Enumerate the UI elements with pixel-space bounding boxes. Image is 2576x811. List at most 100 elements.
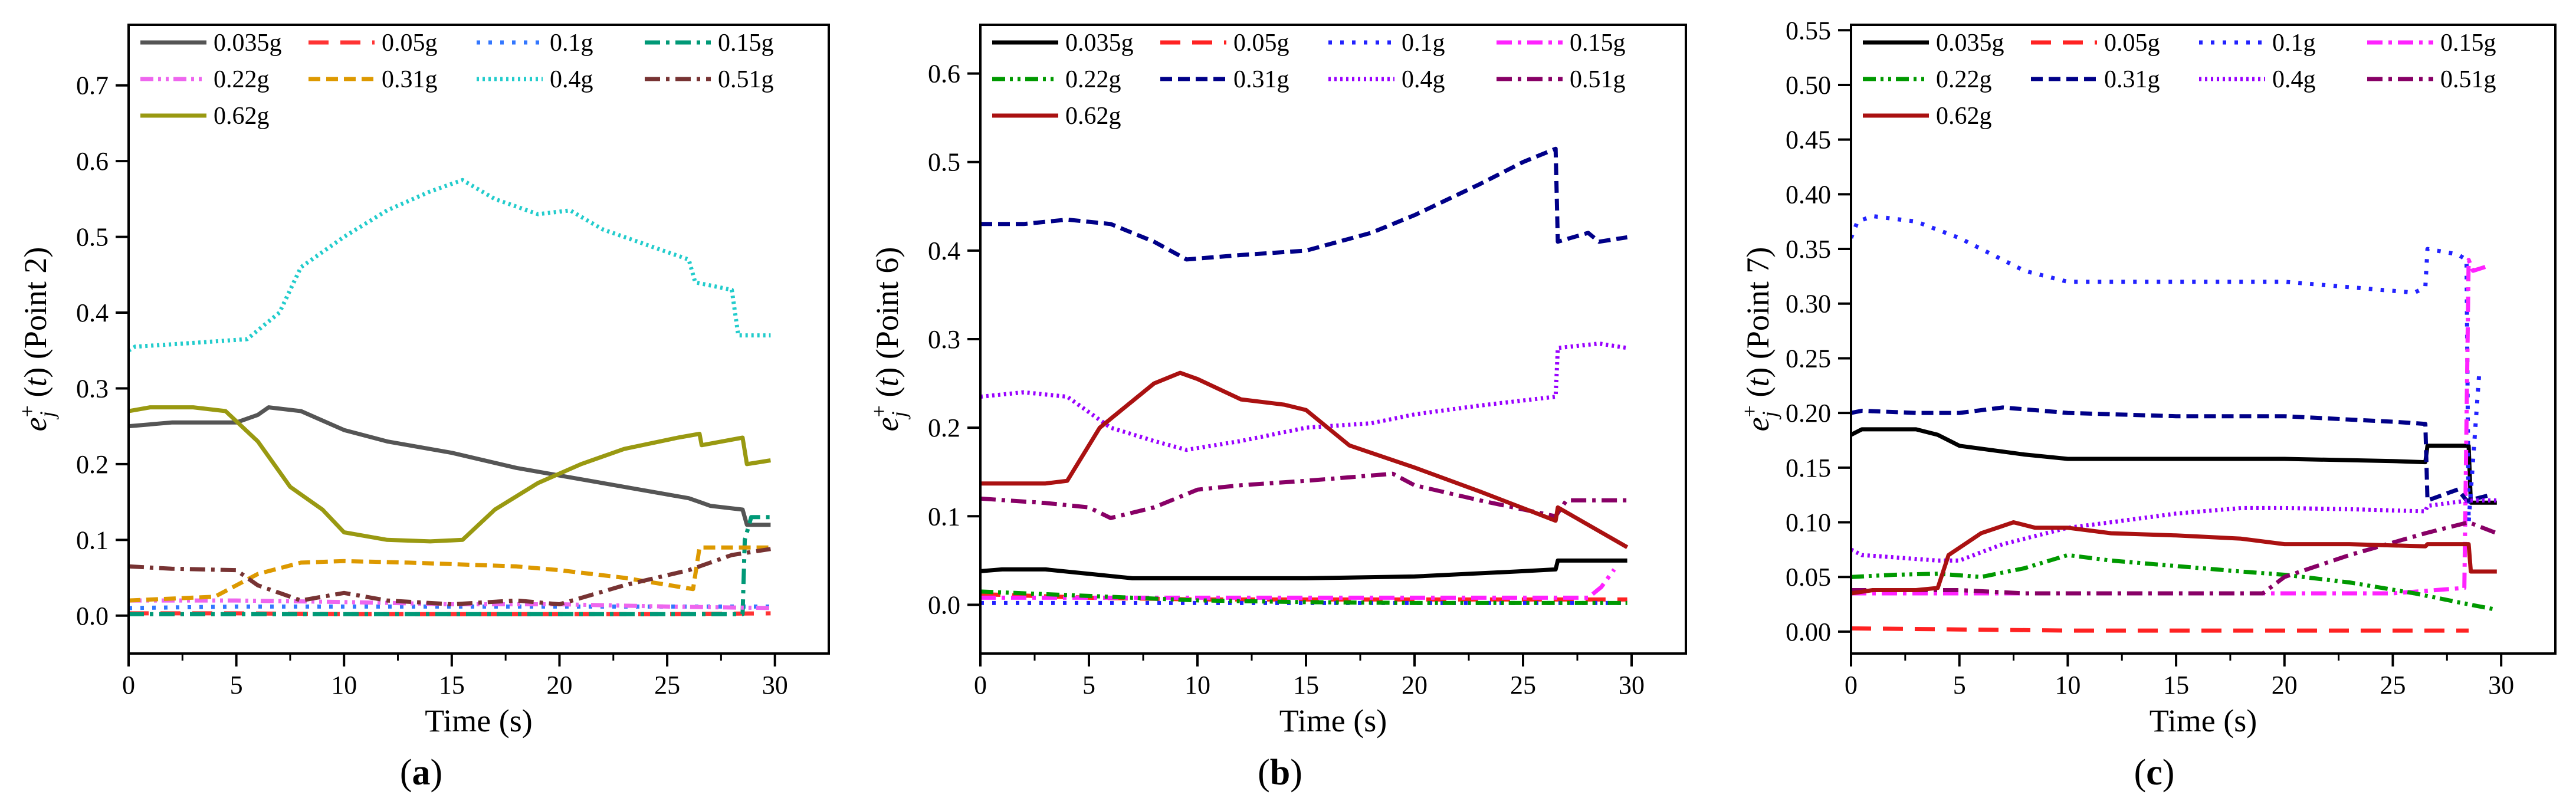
y-tick-label: 0.4	[928, 237, 960, 265]
series-line-0.51g	[1851, 520, 2498, 596]
y-tick-label: 0.2	[76, 450, 109, 479]
y-label-superscript: +	[1738, 405, 1761, 417]
panel-caption-letter: c	[2146, 753, 2162, 793]
y-label-superscript: +	[15, 405, 39, 417]
y-tick-label: 0.0	[928, 590, 960, 619]
legend-label: 0.22g	[1936, 66, 1992, 93]
legend-label: 0.62g	[1065, 103, 1121, 130]
y-tick-label: 0.5	[928, 148, 960, 177]
y-label-time: (	[869, 387, 905, 405]
y-tick-label: 0.3	[76, 374, 109, 403]
y-tick-label: 0.20	[1786, 399, 1831, 428]
legend-label: 0.05g	[1233, 29, 1289, 57]
panel-caption-letter: b	[1270, 753, 1290, 793]
legend-label: 0.15g	[1570, 29, 1626, 57]
panel-c: 0 5 10 15 20 25 30 0.00 0.05 0.10 0.15 0.20 0.25 0.30…	[1738, 16, 2557, 793]
y-label-superscript: +	[867, 405, 891, 417]
y-tick-label: 0.6	[928, 60, 960, 88]
series-line-0.62g	[129, 405, 771, 544]
panel-caption-open: (	[2134, 753, 2147, 793]
y-tick-label: 0.30	[1786, 290, 1831, 319]
y-label-symbol: e	[869, 417, 905, 431]
series-line-0.4g	[1851, 498, 2497, 563]
x-tick-label: 15	[439, 671, 465, 700]
y-tick-label: 0.40	[1786, 180, 1831, 209]
legend-label: 0.1g	[550, 29, 593, 57]
legend-label: 0.51g	[2440, 66, 2496, 93]
legend-label: 0.15g	[718, 29, 774, 57]
series-line-0.05g	[129, 611, 771, 616]
x-tick-label: 30	[1619, 671, 1645, 700]
legend-label: 0.4g	[2272, 66, 2316, 93]
panel-caption: (a)	[400, 753, 442, 793]
y-tick-label: 0.45	[1786, 126, 1831, 155]
series-line-0.51g	[129, 547, 771, 606]
series-line-0.15g	[129, 515, 771, 616]
y-tick-label: 0.4	[76, 298, 109, 327]
y-label-subscript: j	[1758, 411, 1781, 419]
y-label-symbol: e	[1740, 417, 1776, 431]
series-line-0.22g	[129, 598, 771, 610]
legend-label: 0.035g	[1065, 29, 1134, 57]
plot-frame	[1850, 24, 2557, 655]
series-line-0.035g	[1851, 427, 2497, 505]
x-axis-label: Time (s)	[2150, 703, 2257, 738]
legend-label: 0.31g	[382, 66, 438, 93]
x-tick-label: 5	[230, 671, 243, 700]
legend-label: 0.4g	[550, 66, 593, 93]
y-axis-label: ej+ (t) (Point 6)	[867, 247, 911, 432]
series-line-0.035g	[129, 405, 771, 527]
plot-frame	[127, 24, 830, 655]
series-line-0.035g	[980, 558, 1627, 580]
legend-label: 0.22g	[1065, 66, 1121, 93]
y-tick-label: 0.5	[76, 223, 109, 252]
y-tick-label: 0.1	[928, 502, 960, 531]
series-line-0.22g	[1851, 553, 2498, 612]
x-tick-label: 15	[2163, 671, 2189, 700]
panel-a: 0 5 10 15 20 25 30 0.0 0.1 0.2 0.3 0.4 0.5 0.6 0.7 Time…	[15, 24, 830, 793]
y-label-subscript: j	[887, 411, 911, 419]
x-tick-label: 0	[122, 671, 135, 700]
y-tick-label: 0.1	[76, 526, 109, 554]
series-line-0.31g	[980, 146, 1628, 262]
panel-caption-close: )	[1290, 753, 1302, 793]
y-label-t: t	[1740, 377, 1776, 387]
y-tick-label: 0.6	[76, 147, 109, 176]
series-line-0.62g	[980, 370, 1629, 549]
x-tick-label: 10	[2055, 671, 2081, 700]
x-axis-label: Time (s)	[425, 703, 533, 738]
panel-caption-close: )	[431, 753, 443, 793]
x-tick-label: 5	[1953, 671, 1966, 700]
y-label-subscript: j	[35, 411, 59, 419]
legend-label: 0.51g	[1570, 66, 1626, 93]
y-tick-label: 0.2	[928, 413, 960, 442]
x-tick-label: 20	[1402, 671, 1428, 700]
y-tick-label: 0.55	[1786, 16, 1831, 45]
legend-label: 0.1g	[1402, 29, 1445, 57]
panel-caption-open: (	[1258, 753, 1270, 793]
legend-label: 0.035g	[214, 29, 282, 57]
y-label-t: t	[18, 377, 53, 387]
x-tick-label: 15	[1293, 671, 1319, 700]
y-label-time: (	[18, 387, 53, 405]
panel-caption-open: (	[400, 753, 412, 793]
x-tick-label: 10	[331, 671, 357, 700]
legend-label: 0.31g	[2104, 66, 2160, 93]
legend-label: 0.1g	[2272, 29, 2316, 57]
legend-label: 0.62g	[1936, 103, 1992, 130]
legend-label: 0.62g	[214, 103, 270, 130]
y-axis-label: ej+ (t) (Point 2)	[15, 247, 59, 432]
x-axis-label: Time (s)	[1279, 703, 1387, 738]
series-line-0.22g	[980, 589, 1627, 605]
panel-caption: (b)	[1258, 753, 1302, 793]
legend-label: 0.4g	[1402, 66, 1445, 93]
panel-caption: (c)	[2134, 753, 2175, 793]
x-tick-label: 30	[762, 671, 788, 700]
legend-label: 0.05g	[382, 29, 438, 57]
series-line-0.4g	[129, 178, 771, 353]
y-tick-label: 0.25	[1786, 344, 1831, 373]
y-tick-label: 0.10	[1786, 508, 1831, 537]
legend-label: 0.31g	[1233, 66, 1289, 93]
panel-caption-close: )	[2162, 753, 2175, 793]
y-tick-label: 0.00	[1786, 618, 1831, 646]
